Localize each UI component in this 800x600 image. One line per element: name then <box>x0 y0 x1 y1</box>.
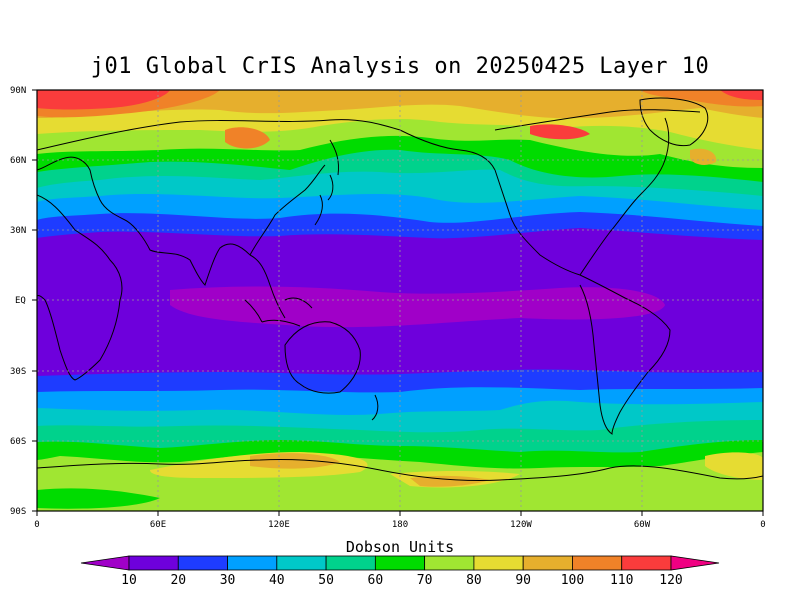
lon-label: 0 <box>34 520 39 530</box>
greenland-red <box>530 124 590 140</box>
sh-gold-2 <box>410 475 490 487</box>
coastlines <box>37 97 763 482</box>
antarctica-coast <box>37 458 763 482</box>
sh-yellow-3 <box>705 452 763 480</box>
north-america-east-coast <box>579 117 670 276</box>
alaska-coast <box>399 129 496 171</box>
colorbar-segment <box>177 555 228 571</box>
canada-arctic-coast <box>494 109 701 131</box>
lon-label: 120E <box>268 520 290 530</box>
siberia-orange <box>225 127 270 149</box>
lon-label: 120W <box>510 520 532 530</box>
lat-label: 30S <box>10 367 26 377</box>
colorbar-level-label: 20 <box>170 573 186 588</box>
colorbar-level-label: 40 <box>269 573 285 588</box>
colorbar-segment <box>128 555 179 571</box>
lat-label: 30N <box>10 226 26 236</box>
lat-label: 60N <box>10 156 26 166</box>
equatorial-low <box>170 286 665 328</box>
colorbar-segment <box>276 555 327 571</box>
colorbar-level-label: 50 <box>318 573 334 588</box>
colorbar-title: Dobson Units <box>345 538 455 556</box>
europe-coast <box>37 156 126 221</box>
colorbar-level-label: 80 <box>466 573 482 588</box>
australia-coast <box>284 321 361 394</box>
colorbar-level-label: 110 <box>610 573 633 588</box>
colorbar-segment <box>424 555 475 571</box>
lon-label: 60W <box>634 520 651 530</box>
arabia-india-coast <box>124 219 251 286</box>
sh-green-bottom <box>37 488 160 509</box>
colorbar-level-label: 30 <box>220 573 236 588</box>
colorbar-level-label: 10 <box>121 573 137 588</box>
colorbar-segment <box>227 555 278 571</box>
africa-coast <box>37 194 123 381</box>
colorbar-level-label: 100 <box>561 573 584 588</box>
map-title: j01 Global CrIS Analysis on 20250425 Lay… <box>90 54 710 79</box>
greenland-coast <box>639 97 709 147</box>
lat-label: 90N <box>10 86 26 96</box>
atlantic-gold <box>690 148 717 165</box>
kamchatka-coast <box>329 139 339 176</box>
lon-label: 60E <box>150 520 166 530</box>
colorbar-segment <box>473 555 524 571</box>
nh-gold <box>37 90 763 119</box>
lon-label: 180 <box>392 520 408 530</box>
lat-label: 60S <box>10 437 26 447</box>
colorbar-level-label: 60 <box>368 573 384 588</box>
arctic-red-w <box>37 90 170 110</box>
lat-label: 90S <box>10 507 26 517</box>
colorbar-level-label: 90 <box>515 573 531 588</box>
lon-label: 0 <box>760 520 765 530</box>
se-asia-coast <box>249 254 313 319</box>
indonesia-coast <box>244 299 301 327</box>
graticule <box>37 90 763 511</box>
south-america-coast <box>579 274 671 435</box>
colorbar-segment <box>572 555 623 571</box>
colorbar-min-arrow <box>80 555 130 571</box>
colorbar-segment <box>374 555 426 571</box>
arctic-red-e <box>720 90 763 100</box>
lat-label: EQ <box>15 296 26 306</box>
colorbar-max-arrow <box>670 555 720 571</box>
colorbar-level-label: 120 <box>659 573 682 588</box>
china-coast <box>249 164 326 256</box>
colorbar-segment <box>522 555 573 571</box>
ticks <box>32 89 764 516</box>
new-zealand-coast <box>371 394 379 421</box>
colorbar-level-label: 70 <box>417 573 433 588</box>
russia-coast <box>37 119 401 151</box>
colorbar-labels: 10 20 30 40 50 60 70 80 90 100 110 120 <box>121 573 683 588</box>
colorbar-segments <box>80 555 720 571</box>
japan-coast <box>314 174 334 226</box>
colorbar-segment <box>325 555 376 571</box>
colorbar-segment <box>621 555 672 571</box>
sh-gold-1 <box>250 453 340 469</box>
